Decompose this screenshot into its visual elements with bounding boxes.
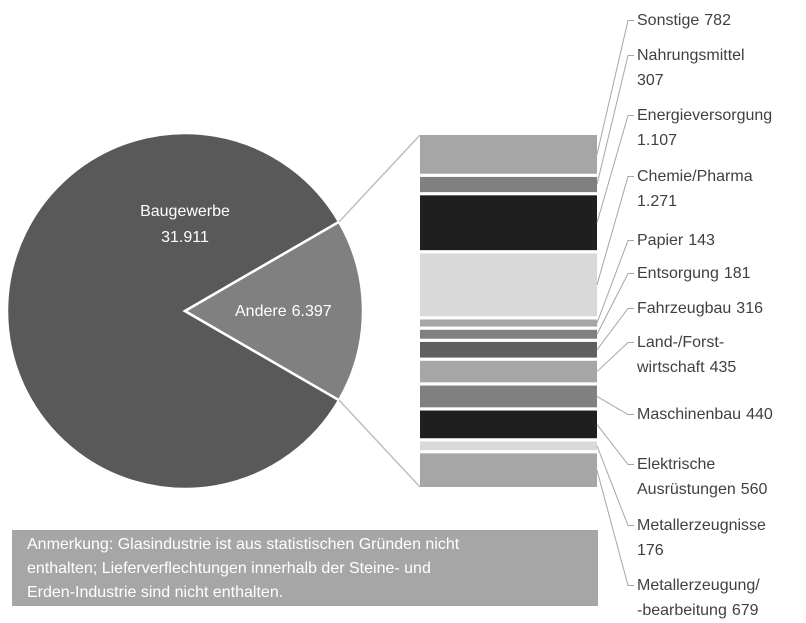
leader-line <box>596 176 634 285</box>
leader-line <box>596 470 634 586</box>
bar-category: Entsorgung <box>637 265 719 282</box>
connector-line <box>338 399 421 488</box>
leader-line <box>596 395 634 415</box>
leader-line <box>596 20 634 155</box>
pie-label: Andere 6.397 <box>235 299 332 325</box>
bar-segment <box>420 360 597 383</box>
leader-line <box>596 308 634 351</box>
note-line: Erden-Industrie sind nicht enthalten. <box>27 584 284 601</box>
bar-category: Elektrische Ausrüstungen <box>637 456 736 498</box>
leader-line <box>596 55 634 185</box>
bar-value: 782 <box>704 12 731 29</box>
bar-label: Maschinenbau 440 <box>637 402 773 427</box>
bar-category: Fahrzeugbau <box>637 300 732 317</box>
connector-line <box>338 134 421 223</box>
leader-line <box>596 445 634 526</box>
bar-category: Papier <box>637 232 684 249</box>
leader-line <box>596 424 634 465</box>
note-line: Anmerkung: Glasindustrie ist aus statist… <box>27 536 460 553</box>
bar-value: 307 <box>637 72 664 89</box>
bar-label: Sonstige 782 <box>637 8 731 33</box>
bar-segment <box>420 176 597 193</box>
bar-segment <box>420 385 597 408</box>
bar-segment <box>420 135 597 174</box>
bar-value: 440 <box>746 406 773 423</box>
bar-value: 435 <box>709 359 737 376</box>
bar-label: Chemie/Pharma 1.271 <box>637 164 753 214</box>
pie-slice <box>5 131 341 491</box>
leader-line <box>596 240 634 324</box>
pie-slice <box>182 220 365 402</box>
pie-category: Andere <box>235 303 287 320</box>
bar-category: Land-/Forst- wirtschaft <box>637 334 725 376</box>
bar-segment <box>420 319 597 327</box>
bar-segment <box>420 453 597 487</box>
bar-category: Chemie/Pharma <box>637 168 753 185</box>
bar-label: Papier 143 <box>637 228 715 253</box>
bar-category: Sonstige <box>637 12 700 29</box>
bar-category: Nahrungsmittel <box>637 47 745 64</box>
note: Anmerkung: Glasindustrie ist aus statist… <box>12 530 598 606</box>
leader-line <box>596 115 634 223</box>
bar-value: 316 <box>736 300 763 317</box>
bar-value: 560 <box>740 481 768 498</box>
note-line: enthalten; Lieferverflechtungen innerhal… <box>27 560 431 577</box>
bar-segment <box>420 253 597 317</box>
bar-label: Metallerzeugnisse 176 <box>637 513 766 563</box>
bar-value: 1.271 <box>637 193 678 210</box>
pie-label: Baugewerbe 31.911 <box>95 199 275 251</box>
bar-label: Land-/Forst- wirtschaft 435 <box>637 330 736 380</box>
bar-label: Fahrzeugbau 316 <box>637 296 763 321</box>
pie-value: 6.397 <box>291 303 332 320</box>
bar-value: 679 <box>731 602 759 619</box>
bar-category: Metallerzeugnisse <box>637 517 766 534</box>
bar-value: 176 <box>637 542 664 559</box>
bar-label: Elektrische Ausrüstungen 560 <box>637 452 767 502</box>
bar-segment <box>420 410 597 439</box>
leader-line <box>596 342 634 372</box>
pie-value: 31.911 <box>161 229 209 246</box>
bar-value: 1.107 <box>637 132 678 149</box>
bar-label: Energieversorgung 1.107 <box>637 103 772 153</box>
bar-label: Entsorgung 181 <box>637 261 751 286</box>
bar-value: 181 <box>723 265 751 282</box>
bar-label: Metallerzeugung/ -bearbeitung 679 <box>637 573 760 623</box>
bar-segment <box>420 329 597 339</box>
bar-segment <box>420 341 597 358</box>
bar-label: Nahrungsmittel 307 <box>637 43 745 93</box>
bar-category: Maschinenbau <box>637 406 742 423</box>
pie-category: Baugewerbe <box>140 203 230 220</box>
bar-category: Energieversorgung <box>637 107 773 124</box>
bar-segment <box>420 195 597 251</box>
bar-value: 143 <box>688 232 715 249</box>
leader-line <box>596 273 634 335</box>
bar-segment <box>420 441 597 451</box>
bar-category: Metallerzeugung/ -bearbeitung <box>637 577 760 619</box>
